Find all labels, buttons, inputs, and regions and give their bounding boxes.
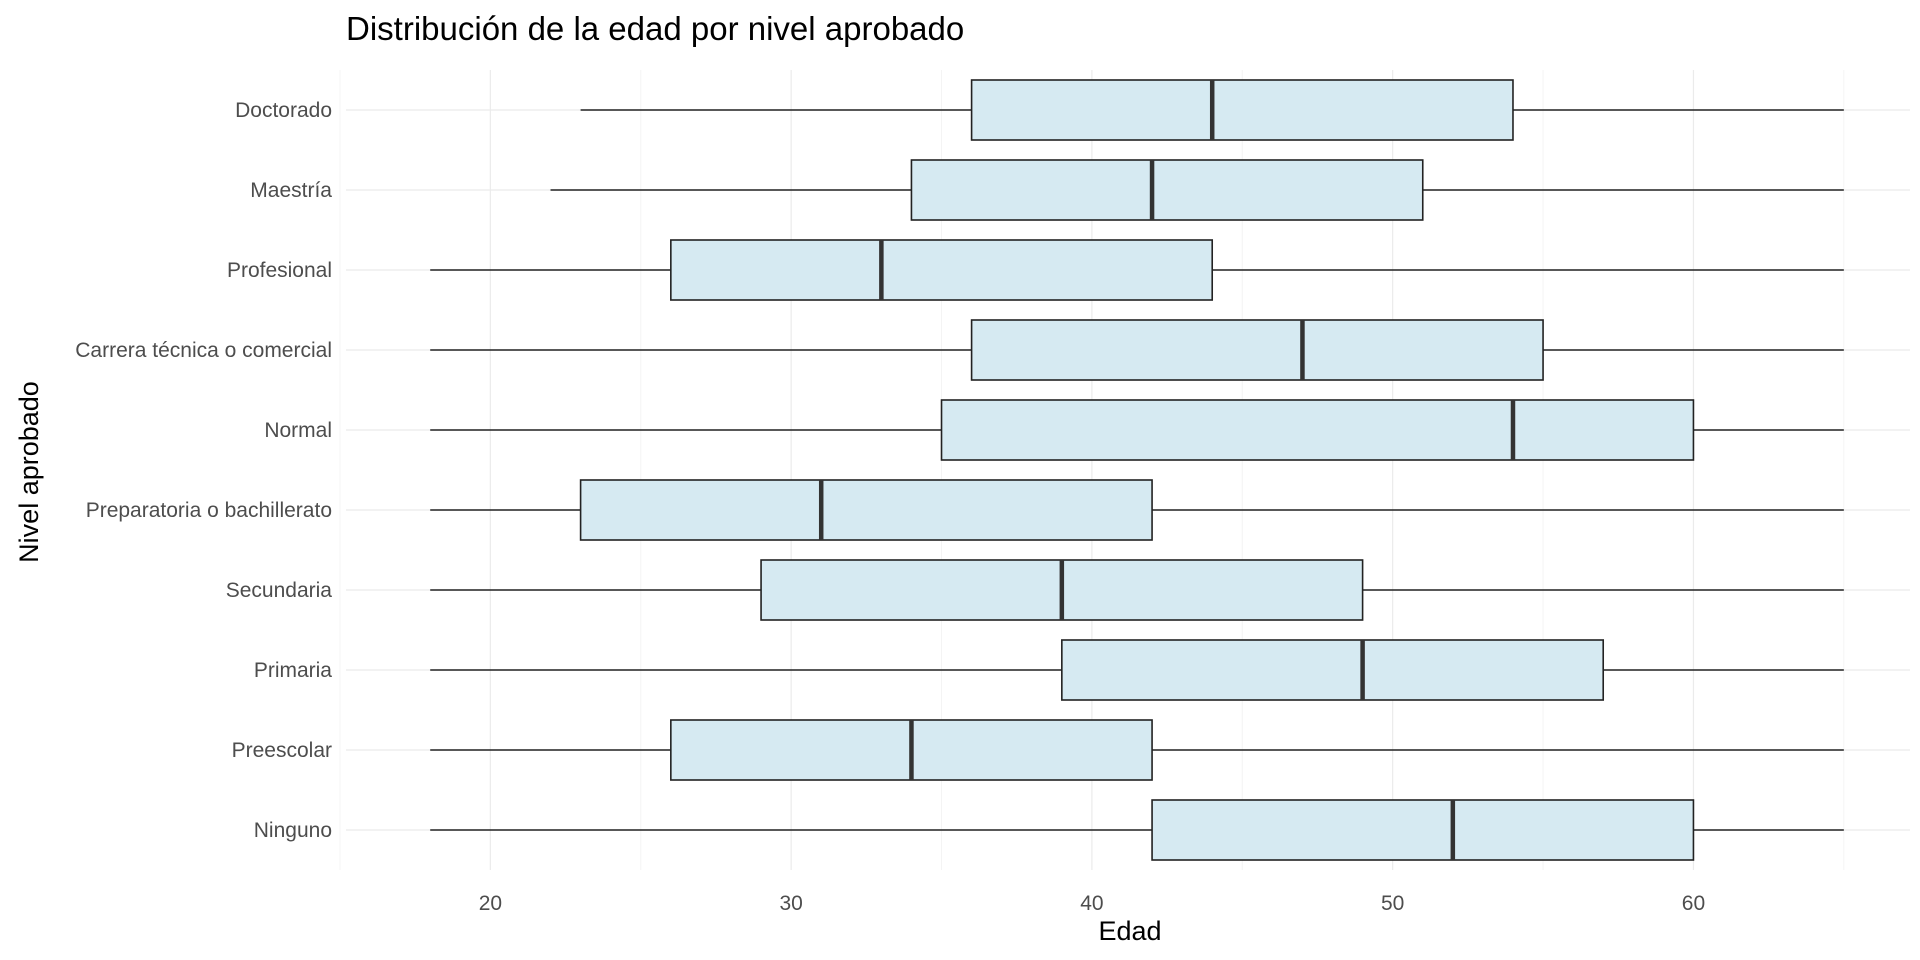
y-axis-title: Nivel aprobado [14,381,44,563]
box-iqr [940,399,1695,461]
box-iqr [910,159,1424,221]
x-tick-label: 60 [1682,892,1705,915]
box-3 [430,319,1844,381]
box-iqr [1061,639,1605,701]
box-4 [430,399,1844,461]
box-6 [430,559,1844,621]
x-tick-label: 30 [779,892,802,915]
x-tick-labels: 20 30 40 50 60 [479,892,1705,915]
x-tick-label: 40 [1080,892,1103,915]
x-tick-label: 20 [479,892,502,915]
x-axis-title: Edad [1098,916,1161,946]
category-label: Maestría [250,179,332,202]
box-iqr [970,319,1544,381]
category-label: Doctorado [235,99,332,122]
box-iqr [579,479,1153,541]
category-label: Carrera técnica o comercial [75,339,332,362]
category-label: Primaria [254,659,332,682]
box-8 [430,719,1844,781]
box-iqr [1151,799,1695,861]
box-iqr [970,79,1514,141]
box-0 [580,79,1844,141]
category-label: Secundaria [226,579,333,602]
category-label: Preparatoria o bachillerato [86,499,332,522]
box-iqr [670,239,1214,301]
category-label: Ninguno [254,819,332,842]
box-1 [550,159,1844,221]
x-tick-label: 50 [1381,892,1404,915]
box-7 [430,639,1844,701]
chart-title: Distribución de la edad por nivel aproba… [346,10,964,47]
category-label: Profesional [227,259,332,282]
box-2 [430,239,1844,301]
category-label: Preescolar [232,739,332,762]
category-label: Normal [264,419,332,442]
boxes [430,79,1844,861]
box-5 [430,479,1844,541]
box-9 [430,799,1844,861]
category-labels: Doctorado Maestría Profesional Carrera técn… [75,99,332,842]
